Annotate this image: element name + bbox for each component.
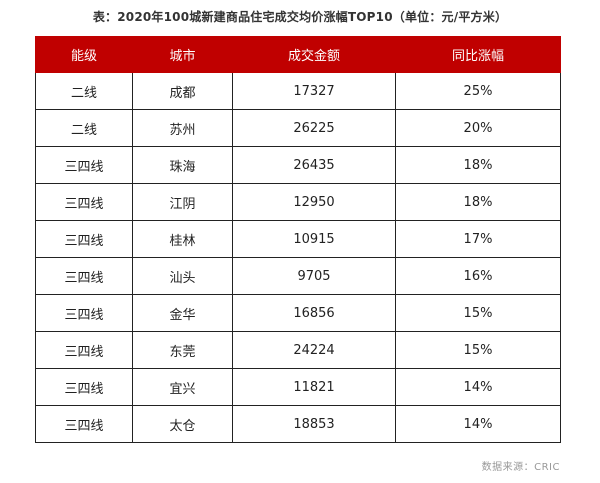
cell-growth: 14% (395, 368, 561, 406)
cell-growth: 20% (395, 109, 561, 147)
cell-city: 桂林 (132, 220, 233, 258)
cell-growth: 18% (395, 183, 561, 221)
cell-amount: 26225 (232, 109, 396, 147)
header-yoy-growth: 同比涨幅 (395, 36, 561, 73)
cell-city: 苏州 (132, 109, 233, 147)
table-row: 二线 苏州 26225 20% (35, 109, 561, 147)
price-growth-table: 能级 城市 成交金额 同比涨幅 二线 成都 17327 25% 二线 苏州 26… (35, 36, 561, 443)
table-row: 三四线 珠海 26435 18% (35, 146, 561, 184)
table-row: 三四线 桂林 10915 17% (35, 220, 561, 258)
cell-city: 金华 (132, 294, 233, 332)
cell-amount: 24224 (232, 331, 396, 369)
cell-amount: 26435 (232, 146, 396, 184)
cell-growth: 15% (395, 331, 561, 369)
cell-city: 东莞 (132, 331, 233, 369)
cell-tier: 三四线 (35, 405, 133, 443)
table-header-row: 能级 城市 成交金额 同比涨幅 (35, 36, 561, 73)
cell-city: 成都 (132, 72, 233, 110)
cell-amount: 16856 (232, 294, 396, 332)
cell-growth: 18% (395, 146, 561, 184)
cell-growth: 17% (395, 220, 561, 258)
cell-city: 太仓 (132, 405, 233, 443)
cell-growth: 25% (395, 72, 561, 110)
cell-tier: 三四线 (35, 331, 133, 369)
cell-tier: 三四线 (35, 368, 133, 406)
cell-amount: 12950 (232, 183, 396, 221)
cell-city: 江阴 (132, 183, 233, 221)
cell-city: 宜兴 (132, 368, 233, 406)
table-row: 三四线 太仓 18853 14% (35, 405, 561, 443)
cell-amount: 17327 (232, 72, 396, 110)
cell-amount: 18853 (232, 405, 396, 443)
cell-growth: 15% (395, 294, 561, 332)
header-city: 城市 (132, 36, 233, 73)
cell-growth: 14% (395, 405, 561, 443)
cell-city: 珠海 (132, 146, 233, 184)
table-row: 三四线 宜兴 11821 14% (35, 368, 561, 406)
table-row: 三四线 江阴 12950 18% (35, 183, 561, 221)
cell-amount: 11821 (232, 368, 396, 406)
table-row: 三四线 汕头 9705 16% (35, 257, 561, 295)
cell-tier: 三四线 (35, 294, 133, 332)
header-transaction-amount: 成交金额 (232, 36, 396, 73)
table-row: 二线 成都 17327 25% (35, 72, 561, 110)
cell-tier: 三四线 (35, 220, 133, 258)
table-caption: 表：2020年100城新建商品住宅成交均价涨幅TOP10（单位：元/平方米） (92, 10, 508, 24)
cell-tier: 二线 (35, 109, 133, 147)
table-row: 三四线 金华 16856 15% (35, 294, 561, 332)
cell-growth: 16% (395, 257, 561, 295)
table-row: 三四线 东莞 24224 15% (35, 331, 561, 369)
cell-tier: 二线 (35, 72, 133, 110)
cell-tier: 三四线 (35, 257, 133, 295)
header-tier: 能级 (35, 36, 133, 73)
cell-city: 汕头 (132, 257, 233, 295)
cell-tier: 三四线 (35, 146, 133, 184)
cell-amount: 9705 (232, 257, 396, 295)
cell-amount: 10915 (232, 220, 396, 258)
cell-tier: 三四线 (35, 183, 133, 221)
data-source-note: 数据来源：CRIC (481, 462, 560, 473)
